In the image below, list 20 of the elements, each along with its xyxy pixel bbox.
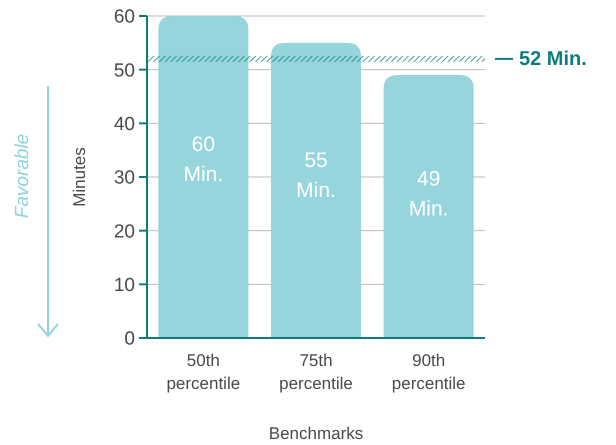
x-tick-label: 50th percentile xyxy=(166,351,240,393)
bar xyxy=(270,42,362,338)
y-tick-label: 30 xyxy=(114,168,135,189)
bar xyxy=(158,16,248,338)
y-tick-label: 20 xyxy=(114,221,135,242)
y-tick-label: 10 xyxy=(114,274,135,296)
bar xyxy=(384,75,474,338)
data-label: 49 Min. xyxy=(408,167,449,220)
y-axis-title: Minutes xyxy=(70,147,89,207)
ref-line-label: 52 Min. xyxy=(519,48,587,70)
y-tick-label: 60 xyxy=(114,6,135,28)
x-tick-label: 90th percentile xyxy=(392,351,466,393)
y-tick-label: 40 xyxy=(114,114,135,135)
x-tick-label: 75th percentile xyxy=(279,351,353,393)
x-axis-title: Benchmarks xyxy=(268,424,364,443)
y-tick-label: 50 xyxy=(114,60,135,82)
y-tick-label: 0 xyxy=(124,328,135,350)
data-label: 60 Min. xyxy=(183,133,224,186)
text: Favorable xyxy=(12,134,33,218)
data-label: 55 Min. xyxy=(296,148,336,202)
